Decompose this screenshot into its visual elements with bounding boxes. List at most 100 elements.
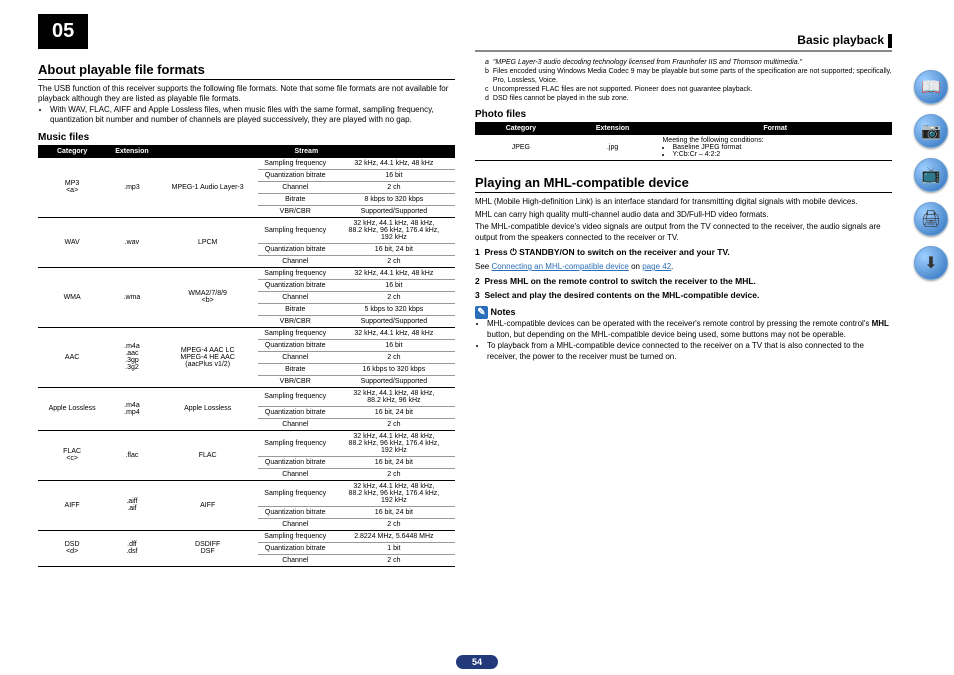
table-cat: WMA bbox=[38, 267, 106, 327]
spec-val: 2 ch bbox=[333, 181, 455, 193]
table-stream: MPEG-4 AAC LC MPEG-4 HE AAC (aacPlus v1/… bbox=[158, 327, 258, 387]
download-icon[interactable]: ⬇ bbox=[914, 246, 948, 280]
spec-key: Bitrate bbox=[258, 193, 333, 205]
spec-key: Quantization bitrate bbox=[258, 339, 333, 351]
mhl-para: MHL can carry high quality multi-channel… bbox=[475, 210, 892, 220]
spec-key: Quantization bitrate bbox=[258, 279, 333, 291]
table-ext: .wav bbox=[106, 217, 157, 267]
spec-key: Quantization bitrate bbox=[258, 169, 333, 181]
spec-val: 16 bit, 24 bit bbox=[333, 506, 455, 518]
spec-key: Channel bbox=[258, 554, 333, 566]
spec-key: Sampling frequency bbox=[258, 480, 333, 506]
spec-key: Sampling frequency bbox=[258, 267, 333, 279]
spec-val: 32 kHz, 44.1 kHz, 48 kHz bbox=[333, 327, 455, 339]
step-text: Press MHL on the remote control to switc… bbox=[484, 276, 755, 286]
photo-fmt-intro: Meeting the following conditions: bbox=[662, 137, 763, 144]
spec-val: 32 kHz, 44.1 kHz, 48 kHz, 88.2 kHz, 96 k… bbox=[333, 430, 455, 456]
photo-ext: .jpg bbox=[567, 135, 659, 161]
spec-key: Channel bbox=[258, 518, 333, 530]
table-ext: .aiff .aif bbox=[106, 480, 157, 530]
photo-fmt-b2: Y:Cb:Cr – 4:2:2 bbox=[672, 151, 888, 158]
spec-key: Quantization bitrate bbox=[258, 506, 333, 518]
spec-key: VBR/CBR bbox=[258, 315, 333, 327]
spec-key: Channel bbox=[258, 418, 333, 430]
th-extension: Extension bbox=[106, 145, 157, 158]
th-stream: Stream bbox=[158, 145, 455, 158]
table-ext: .dff .dsf bbox=[106, 530, 157, 566]
photo-cat: JPEG bbox=[475, 135, 567, 161]
table-cat: AIFF bbox=[38, 480, 106, 530]
footnote: cUncompressed FLAC files are not support… bbox=[485, 85, 892, 94]
sidebar-buttons: 📖 📷 📺 🖨 ⬇ bbox=[914, 70, 948, 280]
spec-key: VBR/CBR bbox=[258, 205, 333, 217]
step-num: 2 bbox=[475, 276, 480, 286]
spec-key: Sampling frequency bbox=[258, 430, 333, 456]
table-stream: FLAC bbox=[158, 430, 258, 480]
camera-icon[interactable]: 📷 bbox=[914, 114, 948, 148]
spec-key: Bitrate bbox=[258, 363, 333, 375]
spec-val: 2 ch bbox=[333, 418, 455, 430]
table-cat: MP3 <a> bbox=[38, 158, 106, 218]
table-stream: LPCM bbox=[158, 217, 258, 267]
footnote: bFiles encoded using Windows Media Codec… bbox=[485, 67, 892, 85]
spec-val: 16 bit, 24 bit bbox=[333, 456, 455, 468]
intro-bullet: With WAV, FLAC, AIFF and Apple Lossless … bbox=[50, 105, 455, 126]
spec-key: Sampling frequency bbox=[258, 387, 333, 406]
spec-val: 32 kHz, 44.1 kHz, 48 kHz bbox=[333, 267, 455, 279]
spec-key: Sampling frequency bbox=[258, 217, 333, 243]
table-stream: DSDIFF DSF bbox=[158, 530, 258, 566]
spec-val: 2 ch bbox=[333, 351, 455, 363]
spec-key: Quantization bitrate bbox=[258, 406, 333, 418]
book-icon[interactable]: 📖 bbox=[914, 70, 948, 104]
mhl-para: MHL (Mobile High-definition Link) is an … bbox=[475, 197, 892, 207]
spec-val: 2 ch bbox=[333, 518, 455, 530]
spec-val: 16 bit bbox=[333, 169, 455, 181]
tv-icon[interactable]: 📺 bbox=[914, 158, 948, 192]
spec-key: Channel bbox=[258, 291, 333, 303]
spec-key: Channel bbox=[258, 255, 333, 267]
spec-val: 2.8224 MHz, 5.6448 MHz bbox=[333, 530, 455, 542]
footnote: a"MPEG Layer-3 audio decoding technology… bbox=[485, 58, 892, 67]
breadcrumb-bar-icon bbox=[888, 34, 892, 48]
printer-icon[interactable]: 🖨 bbox=[914, 202, 948, 236]
th-format: Format bbox=[658, 122, 892, 135]
spec-key: Channel bbox=[258, 351, 333, 363]
spec-val: Supported/Supported bbox=[333, 375, 455, 387]
th-extension: Extension bbox=[567, 122, 659, 135]
chapter-number: 05 bbox=[38, 14, 88, 49]
mhl-para: The MHL-compatible device's video signal… bbox=[475, 222, 892, 243]
section-title-about: About playable file formats bbox=[38, 62, 455, 80]
table-cat: AAC bbox=[38, 327, 106, 387]
table-stream: WMA2/7/8/9 <b> bbox=[158, 267, 258, 327]
table-ext: .wma bbox=[106, 267, 157, 327]
table-cat: Apple Lossless bbox=[38, 387, 106, 430]
table-stream: Apple Lossless bbox=[158, 387, 258, 430]
spec-val: 16 bit bbox=[333, 339, 455, 351]
spec-val: 5 kbps to 320 kbps bbox=[333, 303, 455, 315]
spec-val: 32 kHz, 44.1 kHz, 48 kHz, 88.2 kHz, 96 k… bbox=[333, 217, 455, 243]
photo-files-table: Category Extension Format JPEG .jpg Meet… bbox=[475, 122, 892, 161]
spec-key: Sampling frequency bbox=[258, 327, 333, 339]
spec-val: 2 ch bbox=[333, 554, 455, 566]
notes-label: Notes bbox=[491, 307, 516, 317]
note-icon: ✎ bbox=[475, 306, 488, 319]
step-num: 1 bbox=[475, 247, 480, 257]
spec-val: 2 ch bbox=[333, 291, 455, 303]
music-files-heading: Music files bbox=[38, 132, 455, 143]
link-connecting-mhl[interactable]: Connecting an MHL-compatible device bbox=[491, 262, 628, 271]
link-page-42[interactable]: page 42 bbox=[642, 262, 671, 271]
spec-val: Supported/Supported bbox=[333, 315, 455, 327]
breadcrumb: Basic playback bbox=[797, 33, 884, 47]
spec-val: 2 ch bbox=[333, 468, 455, 480]
step-see: See bbox=[475, 262, 491, 271]
spec-key: Quantization bitrate bbox=[258, 542, 333, 554]
table-stream: MPEG-1 Audio Layer-3 bbox=[158, 158, 258, 218]
th-category: Category bbox=[475, 122, 567, 135]
spec-val: Supported/Supported bbox=[333, 205, 455, 217]
spec-val: 32 kHz, 44.1 kHz, 48 kHz bbox=[333, 158, 455, 170]
table-cat: FLAC <c> bbox=[38, 430, 106, 480]
table-ext: .m4a .mp4 bbox=[106, 387, 157, 430]
table-ext: .flac bbox=[106, 430, 157, 480]
th-category: Category bbox=[38, 145, 106, 158]
table-cat: WAV bbox=[38, 217, 106, 267]
